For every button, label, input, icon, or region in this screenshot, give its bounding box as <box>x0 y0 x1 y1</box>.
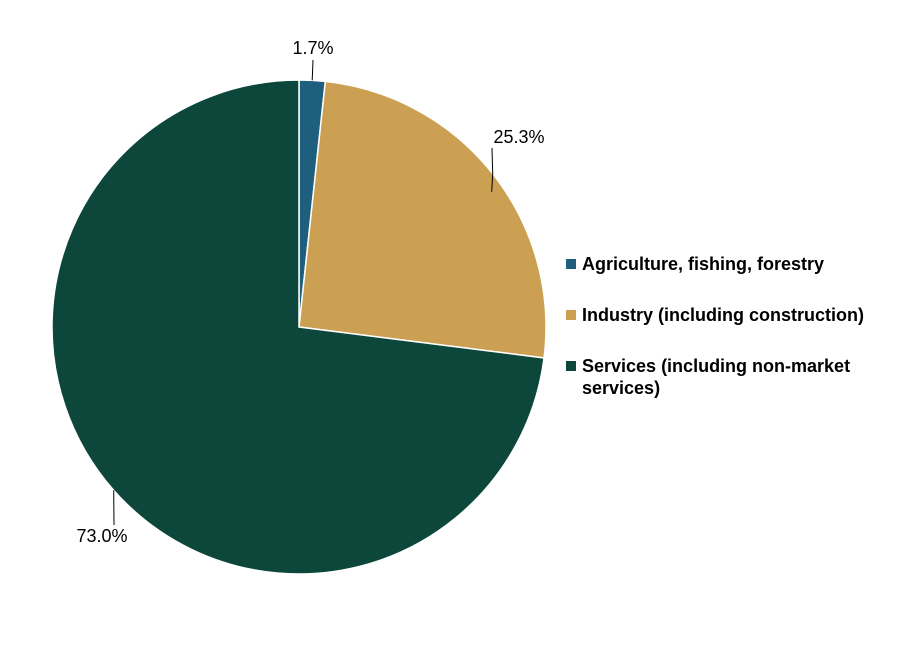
legend-item-industry: Industry (including construction) <box>566 304 896 326</box>
data-labels: 1.7% 25.3% 73.0% <box>76 38 544 546</box>
legend-item-services: Services (including non-market services) <box>566 355 896 399</box>
data-label-industry: 25.3% <box>493 127 544 147</box>
leader-line-industry <box>491 147 494 192</box>
legend-label-agriculture: Agriculture, fishing, forestry <box>582 254 825 274</box>
legend: Agriculture, fishing, forestry Industry … <box>566 253 896 399</box>
pie-slice-services <box>51 79 545 575</box>
legend-item-agriculture: Agriculture, fishing, forestry <box>566 253 896 275</box>
leader-lines <box>113 59 494 526</box>
legend-swatch-agriculture <box>566 259 576 269</box>
data-label-agriculture: 1.7% <box>292 38 333 58</box>
legend-swatch-industry <box>566 310 576 320</box>
data-label-services: 73.0% <box>76 526 127 546</box>
pie-slices <box>51 79 547 575</box>
pie-slice-industry <box>298 80 547 359</box>
legend-swatch-services <box>566 361 576 371</box>
legend-label-services: Services (including non-market services) <box>582 356 851 398</box>
legend-label-industry: Industry (including construction) <box>582 305 864 325</box>
leader-line-agriculture <box>311 59 314 81</box>
